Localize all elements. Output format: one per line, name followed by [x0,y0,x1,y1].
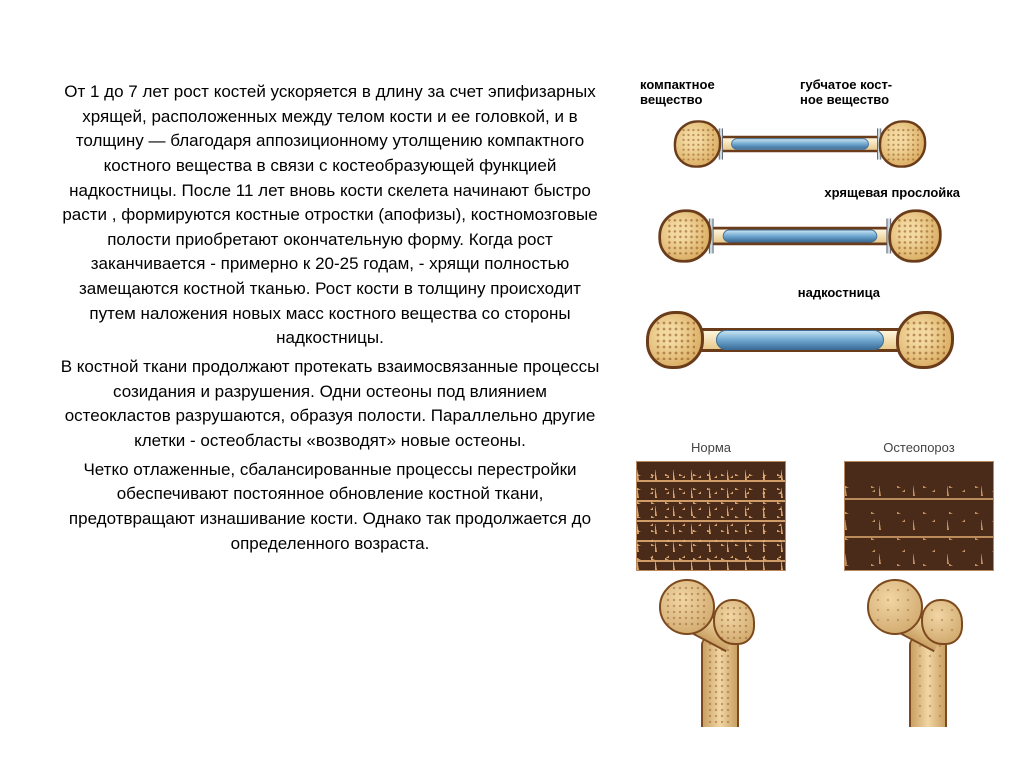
paragraph-1: От 1 до 7 лет рост костей ускоряется в д… [60,80,600,351]
trabecular-osteoporosis-icon [844,461,994,571]
label-compact-substance: компактноевещество [640,78,750,108]
label-periosteum: надкостница [798,286,880,301]
paragraph-3: Четко отлаженные, сбалансированные проце… [60,458,600,557]
femur-normal-icon [651,577,771,727]
bone-stage-3 [650,310,950,370]
bone-stage-1 [677,119,923,168]
label-normal: Норма [620,440,802,455]
figure-column: компактноевещество губчатое кост-ное вещ… [620,0,1024,767]
bone-growth-diagram: компактноевещество губчатое кост-ное вещ… [620,78,980,398]
label-cartilage-layer: хрящевая прослойка [824,186,960,201]
slide-root: От 1 до 7 лет рост костей ускоряется в д… [0,0,1024,767]
osteoporosis-bone-column: Остеопороз [828,440,1010,740]
bone-stage-2 [662,208,938,263]
normal-bone-column: Норма [620,440,802,740]
paragraph-2: В костной ткани продолжают протекать вза… [60,355,600,454]
femur-osteoporosis-icon [859,577,979,727]
text-column: От 1 до 7 лет рост костей ускоряется в д… [0,0,620,767]
trabecular-normal-icon [636,461,786,571]
bone-density-comparison: Норма Остеопороз [620,440,1010,740]
label-osteoporosis: Остеопороз [828,440,1010,455]
label-spongy-substance: губчатое кост-ное вещество [800,78,940,108]
